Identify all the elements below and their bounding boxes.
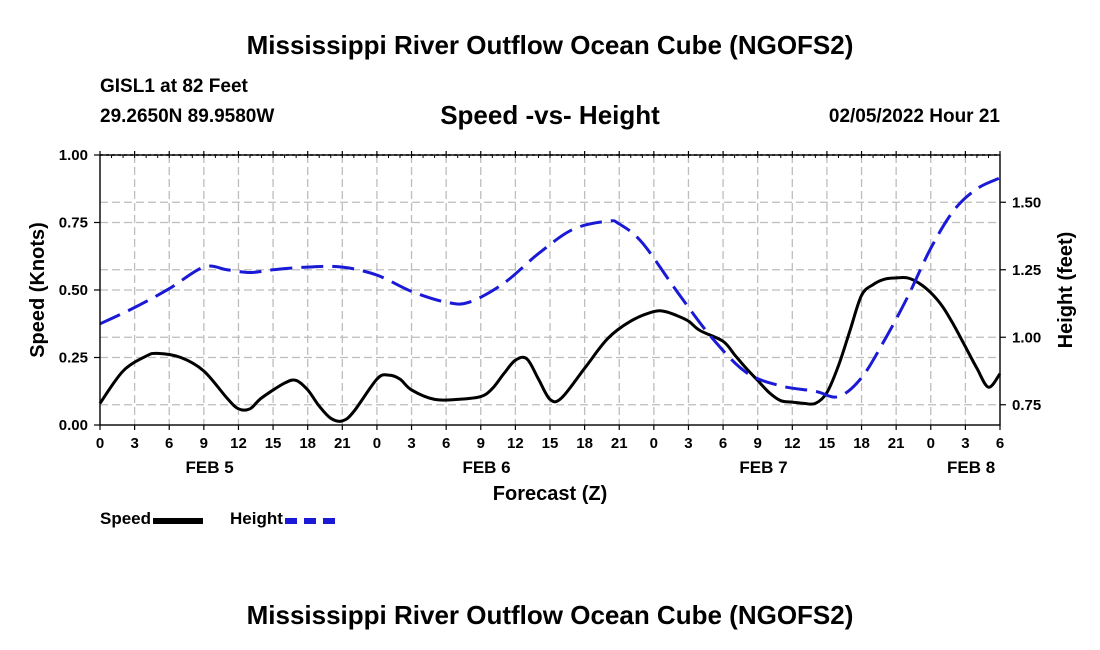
footer-title: Mississippi River Outflow Ocean Cube (NG…: [246, 600, 854, 630]
chart-title: Mississippi River Outflow Ocean Cube (NG…: [246, 30, 854, 60]
x-tick-label: 6: [719, 435, 727, 452]
x-tick-label: 0: [373, 435, 381, 452]
y-tick-label-right: 1.50: [1012, 194, 1041, 211]
x-tick-label: 6: [442, 435, 450, 452]
label-layer: 0 3 6 9 12 15 18 21 0 3 6 9 12 15 18 21 0 3 6 9 12 15 18 21 0 3 6 0…: [27, 147, 1077, 505]
chart-subtitle: Speed -vs- Height: [440, 100, 660, 130]
legend-height-label: Height: [230, 509, 283, 528]
legend-speed: Speed: [100, 509, 204, 529]
x-tick-label: 9: [477, 435, 485, 452]
legend-speed-label: Speed: [100, 509, 152, 528]
frame-layer: [94, 151, 1006, 430]
station-coordinates: 29.2650N 89.9580W: [100, 106, 275, 127]
speed-series-line: [98, 275, 1002, 423]
y-tick-label-left: 0.75: [59, 215, 88, 232]
series-layer: [98, 176, 1002, 423]
day-label: FEB 5: [186, 458, 234, 477]
forecast-datetime: 02/05/2022 Hour 21: [828, 106, 1000, 127]
day-label: FEB 6: [462, 458, 510, 477]
x-tick-label: 9: [754, 435, 762, 452]
y-axis-title-right: Height (feet): [1055, 232, 1077, 349]
x-tick-label: 0: [650, 435, 658, 452]
x-tick-label: 21: [611, 435, 628, 452]
day-label: FEB 8: [947, 458, 995, 477]
x-tick-label: 6: [996, 435, 1004, 452]
y-tick-label-right: 1.25: [1012, 262, 1041, 279]
x-tick-label: 9: [200, 435, 208, 452]
x-tick-label: 18: [576, 435, 593, 452]
station-label: GISL1 at 82 Feet: [100, 76, 248, 97]
x-tick-label: 18: [853, 435, 870, 452]
y-tick-label-left: 0.00: [59, 417, 88, 434]
x-tick-label: 6: [165, 435, 173, 452]
y-tick-label-left: 0.25: [59, 350, 88, 367]
x-tick-label: 3: [684, 435, 692, 452]
legend-speed-swatch: [153, 518, 204, 524]
legend-height: Height: [230, 509, 335, 529]
x-tick-label: 15: [542, 435, 559, 452]
x-tick-label: 12: [230, 435, 247, 452]
y-tick-label-right: 0.75: [1012, 397, 1041, 414]
y-tick-label-left: 0.50: [59, 282, 88, 299]
height-series-line: [99, 176, 1001, 399]
y-axis-title-left: Speed (Knots): [27, 222, 49, 358]
x-tick-label: 18: [299, 435, 316, 452]
x-tick-label: 15: [819, 435, 836, 452]
y-tick-label-left: 1.00: [59, 147, 88, 164]
legend-height-swatch: [284, 518, 335, 524]
x-tick-label: 21: [334, 435, 351, 452]
x-tick-label: 3: [961, 435, 969, 452]
x-tick-label: 12: [784, 435, 801, 452]
x-tick-label: 3: [130, 435, 138, 452]
x-axis-title: Forecast (Z): [493, 483, 607, 505]
x-tick-label: 3: [407, 435, 415, 452]
y-tick-label-right: 1.00: [1012, 329, 1041, 346]
x-tick-label: 21: [888, 435, 905, 452]
day-label: FEB 7: [739, 458, 787, 477]
x-tick-label: 15: [265, 435, 282, 452]
x-tick-label: 0: [96, 435, 104, 452]
x-tick-label: 12: [507, 435, 524, 452]
x-tick-label: 0: [927, 435, 935, 452]
